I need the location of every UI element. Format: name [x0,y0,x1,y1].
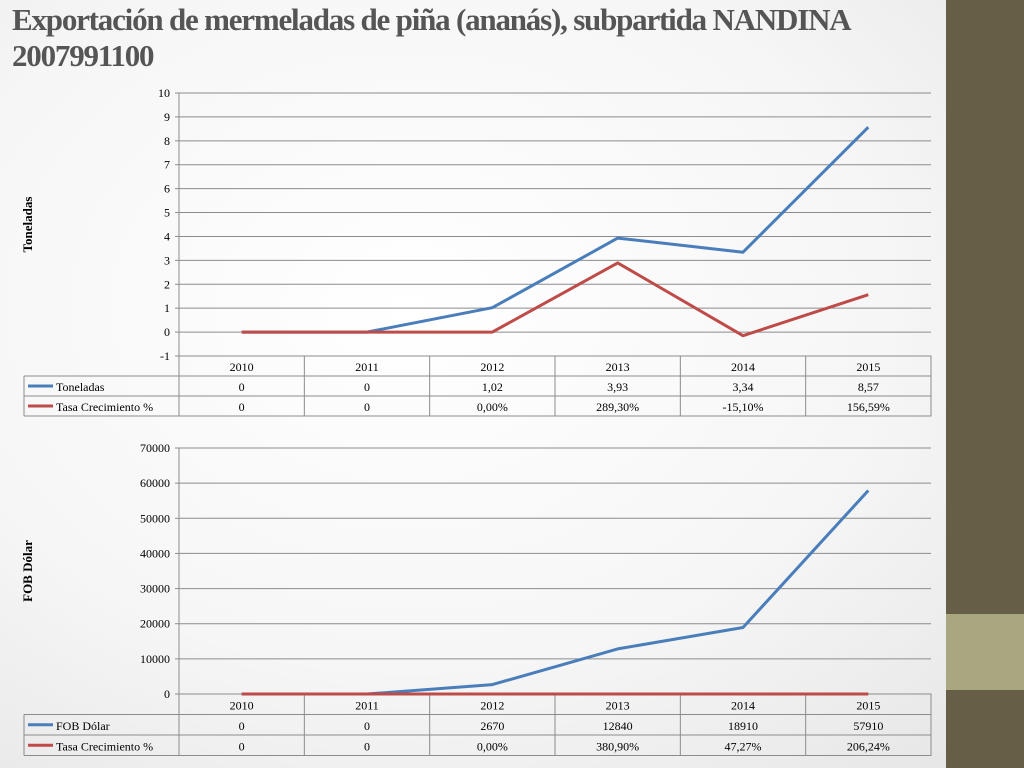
y-axis-title: FOB Dólar [20,540,35,602]
category-label: 2015 [856,699,880,713]
y-tick-label: 10000 [140,652,170,666]
data-table-value: 0 [239,719,245,733]
legend-series-name: FOB Dólar [56,719,110,733]
data-table-value: 2670 [480,719,504,733]
y-tick-label: 50000 [140,511,170,525]
category-label: 2015 [856,360,880,374]
y-tick-label: 0 [164,325,170,339]
y-tick-label: 6 [164,182,170,196]
category-label: 2014 [731,699,755,713]
y-tick-label: 20000 [140,617,170,631]
y-tick-label: 40000 [140,546,170,560]
data-table-value: 8,57 [858,380,879,394]
y-tick-label: 70000 [140,441,170,455]
data-table-value: 0 [239,400,245,414]
data-table-value: 0,00% [477,400,508,414]
series-line [241,489,870,696]
legend-series-name: Toneladas [56,380,105,394]
fob-dolar-chart: 0 10000 20000 30000 40000 50000 60000 70000 FOB … [20,441,932,756]
toneladas-chart: -1 0 1 2 3 4 5 6 7 8 9 10 Toneladas 2010 2011 2012 2013 2… [20,86,932,417]
data-table-value: 0 [364,400,370,414]
category-label: 2014 [731,360,755,374]
data-table-value: 47,27% [725,740,762,754]
data-table-value: 289,30% [596,400,639,414]
data-table-value: 380,90% [596,740,639,754]
data-table-value: 3,34 [733,380,754,394]
data-table-value: 0 [364,740,370,754]
y-tick-label: 4 [164,229,170,243]
legend-series-name: Tasa Crecimiento % [56,740,153,754]
data-table-value: 206,24% [847,740,890,754]
y-tick-label: 9 [164,110,170,124]
category-label: 2013 [606,360,630,374]
data-table-value: 3,93 [607,380,628,394]
data-table-value: 18910 [728,719,758,733]
y-tick-label: 7 [164,158,170,172]
y-tick-label: -1 [160,349,170,363]
slide-title: Exportación de mermeladas de piña (ananá… [12,2,850,73]
category-label: 2012 [480,360,504,374]
category-label: 2012 [480,699,504,713]
y-tick-label: 2 [164,277,170,291]
data-table-value: 156,59% [847,400,890,414]
data-table-value: 57910 [853,719,883,733]
y-tick-label: 60000 [140,476,170,490]
category-label: 2013 [606,699,630,713]
y-tick-label: 30000 [140,582,170,596]
y-tick-label: 8 [164,134,170,148]
data-table-value: 0 [364,719,370,733]
y-axis-title: Toneladas [20,197,35,253]
y-tick-label: 3 [164,253,170,267]
category-label: 2011 [355,699,379,713]
category-label: 2011 [355,360,379,374]
legend-series-name: Tasa Crecimiento % [56,400,153,414]
y-tick-label: 5 [164,206,170,220]
category-label: 2010 [230,360,254,374]
series-line [241,261,869,338]
y-tick-label: 1 [164,301,170,315]
data-table-value: 0 [239,380,245,394]
data-table-value: 0 [364,380,370,394]
y-tick-label: 0 [164,687,170,701]
y-tick-label: 10 [158,86,170,100]
category-label: 2010 [230,699,254,713]
sidebar-accent-band [946,614,1024,690]
data-table-value: 12840 [603,719,633,733]
data-table-value: 0,00% [477,740,508,754]
data-table-value: 1,02 [482,380,503,394]
data-table-value: -15,10% [723,400,764,414]
data-table-value: 0 [239,740,245,754]
